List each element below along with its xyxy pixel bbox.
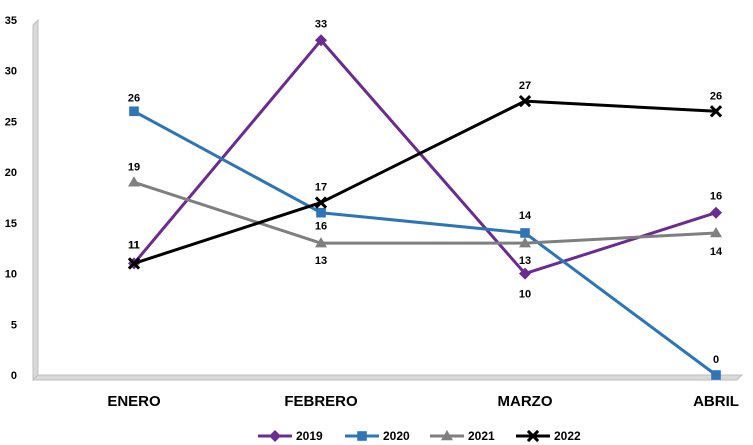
y-tick-label: 0	[11, 370, 17, 382]
data-label-2021: 13	[519, 255, 531, 267]
chart-series	[127, 34, 723, 380]
series-line-2020	[133, 109, 717, 377]
x-tick-label: ABRIL	[693, 393, 739, 410]
x-tick-label: FEBRERO	[284, 393, 358, 410]
x-axis-ticks: ENERO FEBRERO MARZO ABRIL	[107, 393, 739, 410]
series-line-2021	[133, 180, 717, 245]
x-tick-label: MARZO	[498, 393, 553, 410]
data-point-2019	[519, 267, 531, 280]
data-label-2020: 14	[519, 210, 532, 222]
data-label-2019: 16	[710, 191, 722, 203]
data-point-2022	[709, 105, 723, 118]
legend-label: 2020	[383, 429, 410, 443]
x-axis-floor	[31, 374, 744, 381]
data-point-2022	[518, 94, 532, 108]
y-axis-ticks: 0 5 10 15 20 25 30 35	[5, 15, 17, 382]
data-point-2019	[315, 34, 327, 47]
data-point-2022	[314, 196, 328, 209]
y-tick-label: 35	[5, 15, 17, 27]
series-line-2019	[132, 38, 717, 276]
series-line-2022	[133, 99, 717, 265]
data-label-2020: 16	[315, 221, 327, 233]
legend-label: 2021	[468, 429, 495, 443]
y-tick-label: 20	[5, 167, 17, 179]
data-label-2022: 17	[315, 182, 327, 194]
data-point-2021	[710, 227, 722, 238]
data-label-2020: 0	[713, 354, 719, 366]
legend-marker	[357, 431, 367, 441]
data-label-2020: 26	[128, 92, 140, 104]
data-label-2021: 14	[710, 246, 723, 258]
legend-label: 2022	[554, 429, 581, 443]
data-point-2022	[127, 257, 141, 270]
y-tick-label: 5	[11, 319, 17, 331]
x-tick-label: ENERO	[107, 393, 161, 410]
data-point-2020	[129, 106, 139, 117]
data-point-2019	[710, 206, 722, 219]
data-point-2020	[520, 228, 530, 238]
legend-item-2022: 2022	[516, 429, 581, 443]
legend: 2019 2020 2021 2022	[258, 429, 581, 443]
data-label-2019: 11	[128, 239, 140, 251]
y-tick-label: 30	[5, 66, 17, 78]
legend-item-2021: 2021	[430, 429, 495, 443]
data-point-2021	[128, 176, 140, 187]
series-2022	[127, 94, 723, 270]
data-label-2021: 19	[128, 161, 140, 173]
legend-item-2020: 2020	[345, 429, 410, 443]
y-tick-label: 25	[5, 116, 17, 128]
data-label-2019: 33	[315, 18, 327, 30]
y-tick-label: 15	[5, 218, 17, 230]
data-point-2020	[316, 207, 326, 218]
data-label-2021: 13	[315, 255, 327, 267]
data-label-2022: 11	[128, 239, 140, 251]
legend-marker	[441, 430, 453, 441]
series-2021	[128, 176, 722, 248]
data-point-2021	[519, 237, 531, 248]
series-2020	[129, 106, 721, 380]
y-axis-wall	[32, 18, 39, 382]
chart-axes	[31, 18, 744, 382]
data-point-2020	[711, 370, 721, 380]
data-label-2019: 10	[519, 289, 531, 301]
data-label-2022: 26	[710, 90, 722, 102]
data-point-2021	[315, 237, 327, 248]
legend-label: 2019	[296, 429, 323, 443]
legend-marker	[526, 429, 540, 443]
legend-marker	[269, 430, 281, 442]
legend-item-2019: 2019	[258, 429, 323, 443]
data-label-2022: 27	[519, 80, 531, 92]
y-tick-label: 10	[5, 269, 17, 281]
